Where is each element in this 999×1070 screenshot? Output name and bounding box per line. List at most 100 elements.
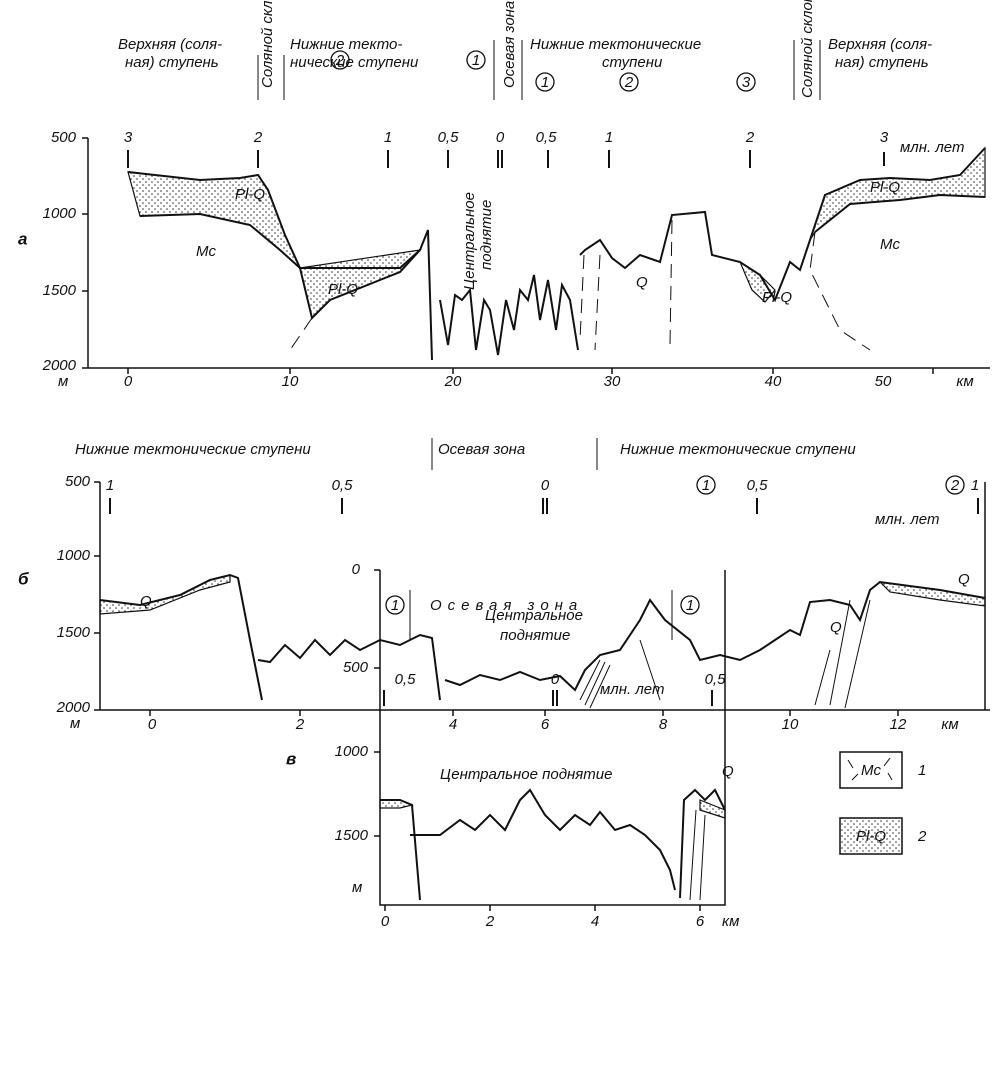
- x-unit: км: [956, 373, 973, 390]
- header: нические ступени: [290, 54, 419, 71]
- header: Нижние тектонические ступени: [75, 441, 311, 458]
- age: 2: [253, 129, 263, 146]
- age-unit: млн. лет: [875, 511, 939, 528]
- panel-letter: а: [18, 229, 27, 248]
- x-tick: 2: [485, 913, 495, 930]
- x-tick: 0: [148, 716, 157, 733]
- y-tick: 0: [352, 561, 361, 578]
- y-tick: 1000: [43, 205, 77, 222]
- unit-label: Pl-Q: [870, 179, 900, 196]
- y-tick: 500: [343, 659, 369, 676]
- x-tick: 10: [282, 373, 299, 390]
- header: Нижние текто-: [290, 36, 402, 53]
- label: поднятие: [500, 627, 570, 644]
- x-tick: 50: [875, 373, 892, 390]
- age: 0,5: [747, 477, 769, 494]
- legend: Mc 1 Pl-Q 2: [840, 752, 927, 854]
- header: 1: [686, 597, 694, 614]
- header: Осевая зона: [438, 441, 525, 458]
- header: 1: [541, 74, 549, 91]
- panel-a: а Верхняя (соля- ная) ступень Соляной ск…: [18, 0, 990, 390]
- header: 2: [950, 477, 960, 494]
- y-tick: 1000: [57, 547, 91, 564]
- x-tick: 6: [541, 716, 550, 733]
- unit-label: Q: [722, 763, 734, 780]
- y-tick: 2000: [42, 357, 77, 374]
- age: 1: [106, 477, 114, 494]
- legend-symbol: Pl-Q: [856, 828, 886, 845]
- figure: а Верхняя (соля- ная) ступень Соляной ск…: [0, 0, 999, 1070]
- header: 2: [624, 74, 634, 91]
- y-tick: 1500: [57, 624, 91, 641]
- header: ная) ступень: [125, 54, 219, 71]
- y-tick: 500: [51, 129, 77, 146]
- header: 1: [391, 597, 399, 614]
- header: Соляной склон: [259, 0, 276, 88]
- x-unit: км: [722, 913, 739, 930]
- age: 0,5: [536, 129, 558, 146]
- label: Центральное поднятие: [440, 766, 612, 783]
- header: 1: [702, 477, 710, 494]
- age: 1: [605, 129, 613, 146]
- label: поднятие: [478, 200, 495, 270]
- unit-label: Q: [140, 593, 152, 610]
- y-unit: м: [58, 373, 68, 390]
- y-unit: м: [70, 715, 80, 732]
- header: Нижние тектонические ступени: [620, 441, 856, 458]
- legend-number: 1: [918, 762, 926, 779]
- age-unit: млн. лет: [900, 139, 964, 156]
- y-tick: 2000: [56, 699, 91, 716]
- age: 1: [971, 477, 979, 494]
- x-tick: 4: [591, 913, 599, 930]
- x-tick: 30: [604, 373, 621, 390]
- header: Нижние тектонические: [530, 36, 701, 53]
- header: Верхняя (соля-: [828, 36, 932, 53]
- header: ная) ступень: [835, 54, 929, 71]
- age: 3: [880, 129, 889, 146]
- x-tick: 8: [659, 716, 668, 733]
- age: 0,5: [705, 671, 727, 688]
- age: 2: [745, 129, 755, 146]
- header: Соляной склон: [799, 0, 816, 98]
- x-tick: 10: [782, 716, 799, 733]
- x-tick: 4: [449, 716, 457, 733]
- y-tick: 1500: [335, 827, 369, 844]
- y-unit: м: [352, 879, 362, 896]
- unit-label: Pl-Q: [235, 186, 265, 203]
- x-tick: 12: [890, 716, 907, 733]
- age: 0: [541, 477, 550, 494]
- y-tick: 500: [65, 473, 91, 490]
- unit-label: Pl-Q: [328, 281, 358, 298]
- header: Верхняя (соля-: [118, 36, 222, 53]
- x-tick: 6: [696, 913, 705, 930]
- header: 2: [335, 52, 345, 69]
- x-tick: 0: [381, 913, 390, 930]
- unit-label: Pl-Q: [762, 289, 792, 306]
- age: 3: [124, 129, 133, 146]
- header: ступени: [602, 54, 663, 71]
- age: 0,5: [438, 129, 460, 146]
- legend-symbol: Mc: [861, 762, 881, 779]
- y-tick: 1500: [43, 282, 77, 299]
- age: 0,5: [395, 671, 417, 688]
- label: Центральное: [461, 192, 478, 290]
- unit-label: Q: [636, 274, 648, 291]
- header: Осевая зона: [501, 1, 518, 88]
- x-tick: 2: [295, 716, 305, 733]
- panel-letter: б: [18, 569, 29, 588]
- header: 1: [472, 52, 480, 69]
- unit-label: Mc: [196, 243, 216, 260]
- panel-letter: в: [286, 749, 296, 768]
- x-unit: км: [941, 716, 958, 733]
- unit-label: Q: [958, 571, 970, 588]
- legend-number: 2: [917, 828, 927, 845]
- x-tick: 20: [444, 373, 462, 390]
- age-unit: млн. лет: [600, 681, 664, 698]
- x-tick: 40: [765, 373, 782, 390]
- x-tick: 0: [124, 373, 133, 390]
- age: 1: [384, 129, 392, 146]
- age: 0: [551, 671, 560, 688]
- header: 3: [742, 74, 751, 91]
- header: Осевая зона: [430, 597, 583, 614]
- age: 0,5: [332, 477, 354, 494]
